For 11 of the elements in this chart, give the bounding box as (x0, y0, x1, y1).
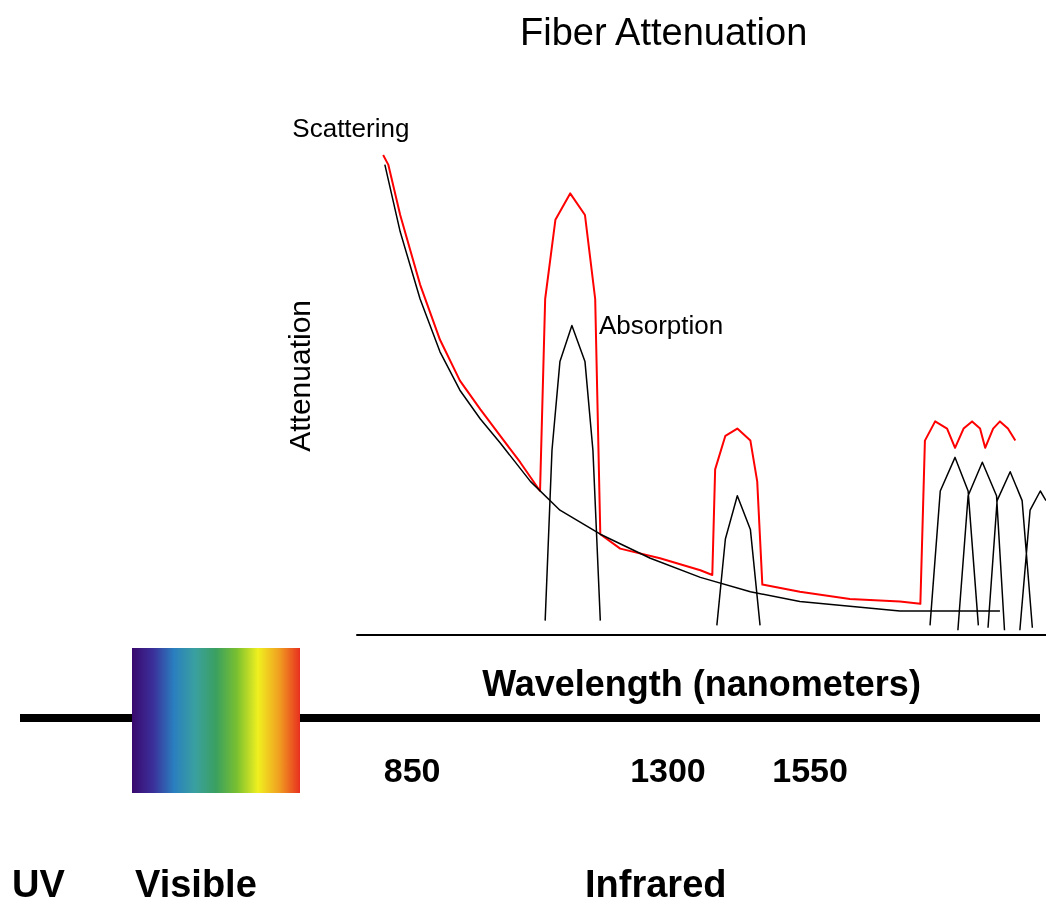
text: Visible (135, 863, 257, 905)
x-tick-label: 1550 (772, 751, 848, 789)
chart-title: Fiber Attenuation (520, 11, 808, 53)
x-axis-title: Wavelength (nanometers) (482, 662, 921, 704)
x-tick-label: 850 (383, 751, 441, 789)
x-tick-label: 1300 (630, 751, 706, 789)
text: Infrared (585, 863, 727, 905)
y-axis-title: Attenuation (282, 299, 316, 452)
series-label: Scattering (292, 112, 410, 143)
series-label: Absorption (598, 310, 724, 341)
text: UV (12, 863, 66, 905)
